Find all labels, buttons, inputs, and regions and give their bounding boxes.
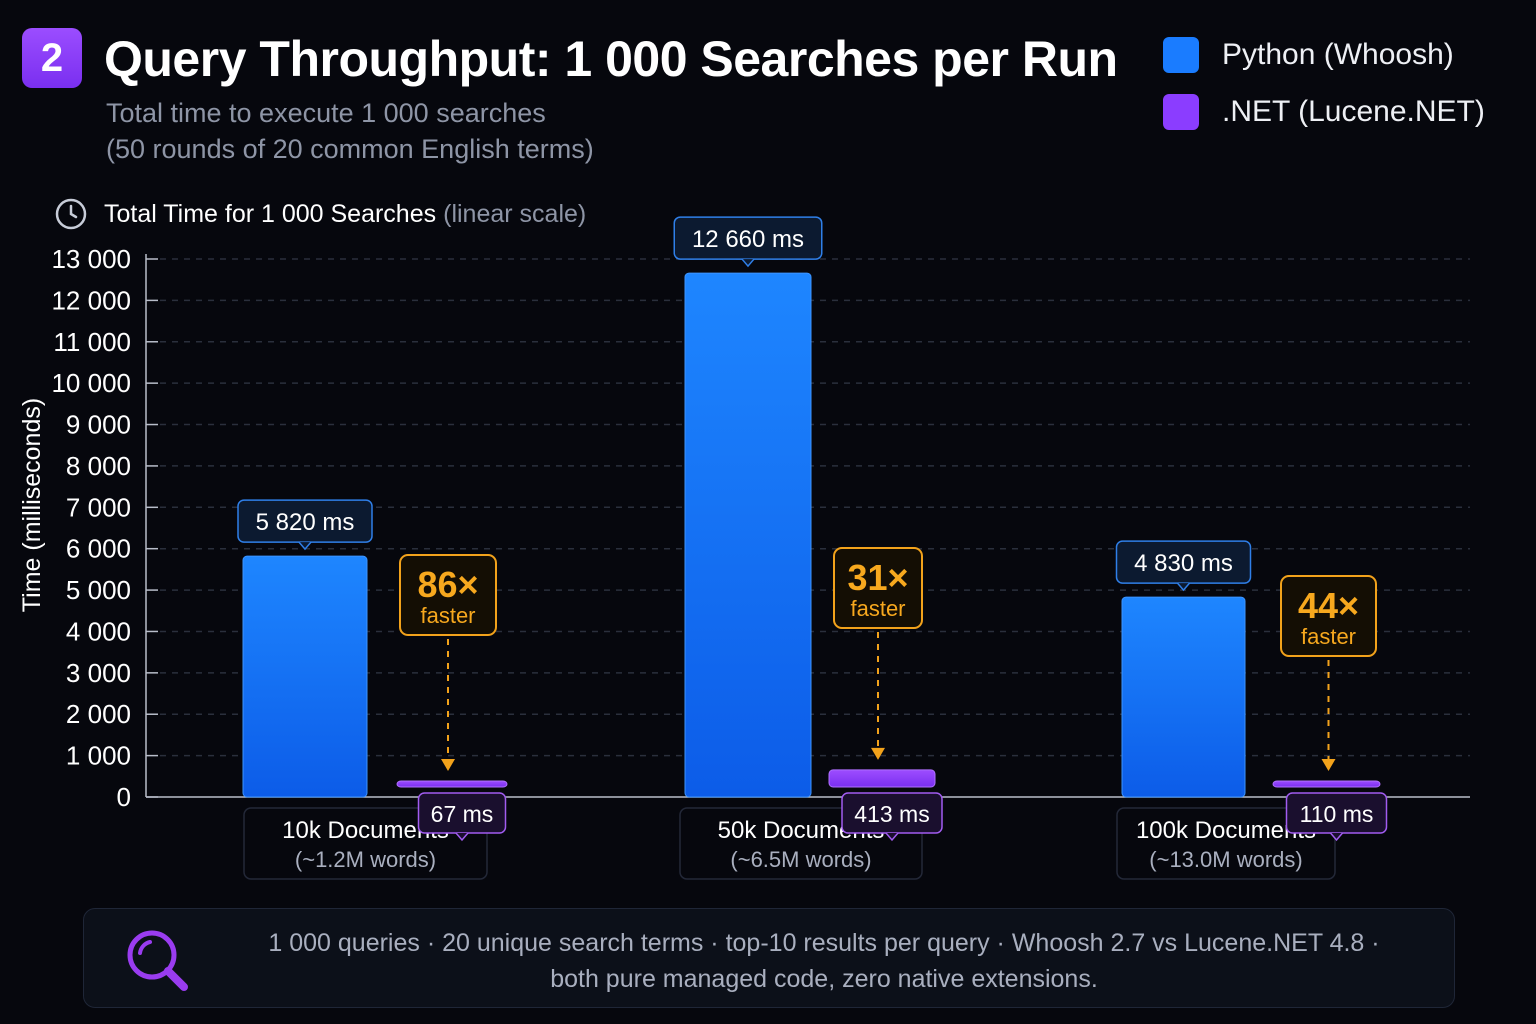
section-number-badge: 2 bbox=[22, 28, 82, 88]
speedup-label: faster bbox=[1301, 624, 1356, 649]
subtitle-line-1: Total time to execute 1 000 searches bbox=[106, 98, 546, 128]
value-label-python: 12 660 ms bbox=[692, 226, 804, 253]
speedup-arrow-head bbox=[871, 747, 885, 760]
category-box bbox=[679, 807, 923, 880]
y-tick-label: 7 000 bbox=[66, 492, 131, 522]
legend-label-dotnet: .NET (Lucene.NET) bbox=[1222, 95, 1485, 128]
bar-dotnet bbox=[828, 769, 936, 788]
x-category-sublabel: (~6.5M words) bbox=[730, 847, 871, 872]
y-tick-label: 6 000 bbox=[66, 534, 131, 564]
speedup-callout-box bbox=[833, 547, 923, 629]
value-label-pointer-dotnet bbox=[885, 832, 899, 842]
y-tick-label: 12 000 bbox=[51, 285, 131, 315]
value-label-pointer-dotnet bbox=[1329, 832, 1344, 842]
category-box bbox=[243, 807, 488, 880]
y-axis-label: Time (milliseconds) bbox=[18, 398, 46, 612]
value-label-dotnet: 110 ms bbox=[1300, 801, 1374, 827]
y-tick-label: 4 000 bbox=[66, 616, 131, 646]
value-label-pointer-python bbox=[1176, 582, 1191, 592]
legend-label-python: Python (Whoosh) bbox=[1222, 38, 1454, 71]
y-tick-label: 8 000 bbox=[66, 451, 131, 481]
value-label-pointer-dotnet bbox=[455, 832, 469, 842]
speedup-value: 44× bbox=[1298, 585, 1359, 626]
speedup-label: faster bbox=[420, 603, 475, 628]
speedup-label: faster bbox=[850, 596, 905, 621]
x-category-sublabel: (~13.0M words) bbox=[1149, 847, 1302, 872]
speedup-arrow-head bbox=[441, 759, 455, 771]
y-tick-label: 1 000 bbox=[66, 741, 131, 771]
chart-scale-note: (linear scale) bbox=[443, 199, 587, 228]
footer-line-1: 1 000 queries · 20 unique search terms ·… bbox=[268, 929, 1380, 957]
clock-icon bbox=[55, 198, 87, 230]
legend-item-dotnet: .NET (Lucene.NET) bbox=[1163, 93, 1485, 131]
legend-swatch-python bbox=[1163, 37, 1199, 73]
value-label-python: 5 820 ms bbox=[256, 509, 355, 536]
footer-note: 1 000 queries · 20 unique search terms ·… bbox=[83, 908, 1455, 1008]
speedup-callout-box bbox=[1280, 575, 1377, 657]
value-label-python: 4 830 ms bbox=[1134, 550, 1233, 577]
category-box bbox=[1116, 807, 1336, 880]
y-tick-label: 13 000 bbox=[51, 244, 131, 274]
speedup-callout-box bbox=[399, 554, 497, 636]
value-label-dotnet: 413 ms bbox=[854, 801, 929, 827]
search-icon bbox=[127, 930, 188, 991]
value-label-pointer-python bbox=[741, 258, 755, 268]
bar-dotnet bbox=[1272, 780, 1381, 788]
y-tick-label: 10 000 bbox=[51, 368, 131, 398]
speedup-arrow-head bbox=[1321, 759, 1336, 771]
x-category-sublabel: (~1.2M words) bbox=[295, 847, 436, 872]
speedup-value: 86× bbox=[417, 564, 478, 605]
y-tick-label: 5 000 bbox=[66, 575, 131, 605]
footer-line-2: both pure managed code, zero native exte… bbox=[550, 965, 1098, 993]
page-title: Query Throughput: 1 000 Searches per Run bbox=[104, 31, 1118, 87]
bar-python bbox=[242, 555, 368, 798]
legend-swatch-dotnet bbox=[1163, 94, 1199, 130]
bar-python bbox=[1121, 596, 1246, 798]
y-tick-label: 11 000 bbox=[53, 327, 131, 357]
bar-dotnet bbox=[396, 780, 508, 788]
chart-heading: Total Time for 1 000 Searches (linear sc… bbox=[54, 197, 586, 231]
legend-item-python: Python (Whoosh) bbox=[1163, 36, 1485, 74]
bar-python bbox=[684, 272, 812, 798]
value-label-dotnet: 67 ms bbox=[431, 801, 494, 827]
y-tick-label: 2 000 bbox=[66, 699, 131, 729]
subtitle-line-2: (50 rounds of 20 common English terms) bbox=[106, 134, 594, 164]
speedup-value: 31× bbox=[847, 557, 908, 598]
y-tick-label: 0 bbox=[117, 782, 131, 812]
chart-legend: Python (Whoosh) .NET (Lucene.NET) bbox=[1163, 36, 1485, 150]
y-tick-label: 3 000 bbox=[66, 658, 131, 688]
y-tick-label: 9 000 bbox=[66, 410, 131, 440]
value-label-pointer-python bbox=[298, 541, 312, 551]
chart-heading-text: Total Time for 1 000 Searches bbox=[104, 199, 437, 228]
